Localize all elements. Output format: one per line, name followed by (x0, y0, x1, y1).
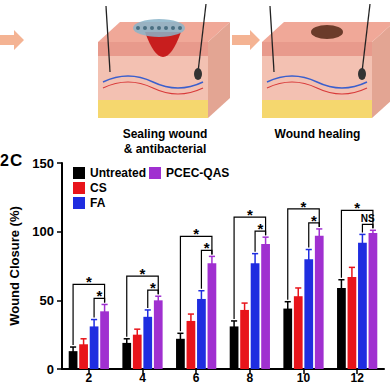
svg-text:8: 8 (246, 371, 253, 385)
svg-text:*: * (311, 212, 317, 229)
svg-text:50: 50 (40, 293, 54, 308)
html-text:2: 2 (0, 152, 9, 169)
svg-text:*: * (247, 206, 253, 223)
svg-text:Wound Closure (%): Wound Closure (%) (7, 206, 22, 326)
svg-text:*: * (301, 198, 307, 215)
svg-text:*: * (96, 287, 102, 304)
svg-text:0: 0 (47, 362, 54, 377)
svg-text:PCEC-QAS: PCEC-QAS (166, 166, 229, 180)
svg-text:*: * (150, 279, 156, 296)
svg-text:150: 150 (32, 156, 54, 171)
svg-text:C: C (10, 151, 22, 170)
html-text:Wound healing: Wound healing (274, 127, 361, 141)
svg-text:FA: FA (90, 196, 106, 210)
svg-text:2: 2 (85, 371, 92, 385)
svg-text:*: * (86, 273, 92, 290)
svg-text:Untreated: Untreated (90, 166, 146, 180)
svg-text:*: * (193, 225, 199, 242)
svg-text:NS: NS (360, 212, 375, 224)
svg-text:*: * (354, 199, 360, 216)
svg-text:*: * (204, 239, 210, 256)
svg-text:6: 6 (193, 371, 200, 385)
html-text:& antibacterial: & antibacterial (123, 142, 207, 156)
svg-text:100: 100 (32, 224, 54, 239)
svg-text:CS: CS (90, 181, 107, 195)
html-text:Sealing wound: Sealing wound (122, 127, 208, 141)
svg-text:*: * (257, 220, 263, 237)
svg-text:4: 4 (139, 371, 146, 385)
svg-text:10: 10 (297, 371, 311, 385)
svg-text:*: * (140, 265, 146, 282)
svg-text:12: 12 (350, 371, 364, 385)
